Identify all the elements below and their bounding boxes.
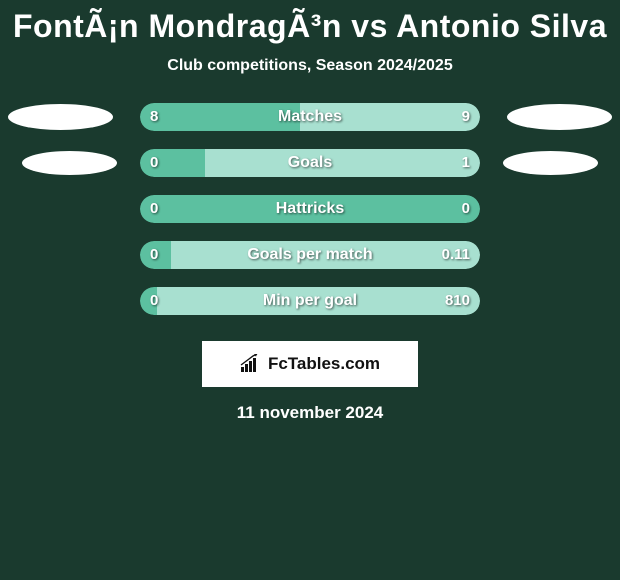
- bar-track: [140, 287, 480, 315]
- value-right: 0.11: [442, 241, 470, 269]
- stat-row: 00.11Goals per match: [0, 241, 620, 287]
- bar-right: [171, 241, 480, 269]
- bar-track: [140, 149, 480, 177]
- value-left: 0: [150, 149, 158, 177]
- value-right: 0: [462, 195, 470, 223]
- brand-name: FcTables.com: [268, 354, 380, 374]
- player-right-marker: [507, 104, 612, 130]
- bar-left: [140, 103, 300, 131]
- bar-right: [205, 149, 480, 177]
- brand-box: FcTables.com: [202, 341, 418, 387]
- subtitle: Club competitions, Season 2024/2025: [0, 57, 620, 75]
- stat-row: 00Hattricks: [0, 195, 620, 241]
- bar-track: [140, 103, 480, 131]
- stat-row: 0810Min per goal: [0, 287, 620, 333]
- value-left: 0: [150, 195, 158, 223]
- comparison-infographic: FontÃ¡n MondragÃ³n vs Antonio Silva Club…: [0, 0, 620, 423]
- value-right: 810: [445, 287, 470, 315]
- bar-left: [140, 195, 480, 223]
- value-right: 1: [462, 149, 470, 177]
- player-left-marker: [8, 104, 113, 130]
- bar-chart-icon: [240, 354, 262, 374]
- value-left: 8: [150, 103, 158, 131]
- value-left: 0: [150, 287, 158, 315]
- bar-track: [140, 195, 480, 223]
- player-left-marker: [22, 151, 117, 175]
- stat-row: 01Goals: [0, 149, 620, 195]
- stat-rows: 89Matches01Goals00Hattricks00.11Goals pe…: [0, 103, 620, 333]
- player-right-marker: [503, 151, 598, 175]
- bar-right: [300, 103, 480, 131]
- bar-track: [140, 241, 480, 269]
- bar-right: [157, 287, 480, 315]
- date-label: 11 november 2024: [0, 403, 620, 423]
- value-left: 0: [150, 241, 158, 269]
- stat-row: 89Matches: [0, 103, 620, 149]
- page-title: FontÃ¡n MondragÃ³n vs Antonio Silva: [0, 8, 620, 45]
- value-right: 9: [462, 103, 470, 131]
